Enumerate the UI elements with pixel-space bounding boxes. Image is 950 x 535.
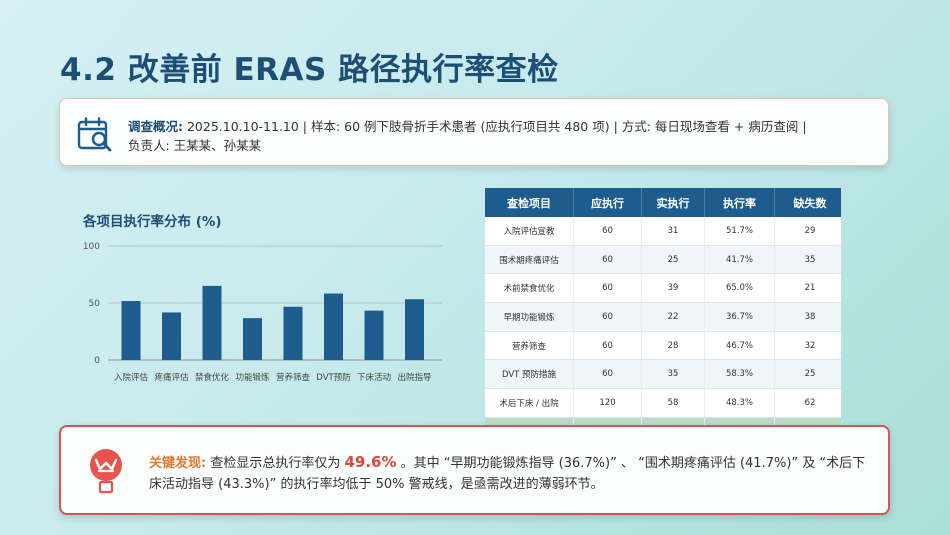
survey-label: 调查概况: bbox=[128, 119, 183, 134]
table-cell: 51.7% bbox=[704, 217, 775, 246]
chart-x-tick-label: 功能锻炼 bbox=[235, 372, 270, 383]
chart-y-tick-label: 0 bbox=[94, 356, 100, 366]
chart-bar bbox=[202, 285, 222, 360]
table-cell: 60 bbox=[573, 302, 642, 332]
table-row: 术后下床 / 出院 120 58 48.3% 62 bbox=[485, 388, 841, 418]
table-cell: 28 bbox=[641, 331, 705, 361]
table-cell: 围术期疼痛评估 bbox=[485, 245, 574, 275]
alert-lantern-icon bbox=[90, 449, 122, 494]
table-cell: 术后下床 / 出院 bbox=[485, 388, 574, 418]
table-header-cell: 应执行 bbox=[573, 188, 642, 217]
page-title: 4.2 改善前 ERAS 路径执行率查检 bbox=[60, 52, 559, 88]
table-cell: 21 bbox=[774, 273, 841, 304]
survey-summary-text: 调查概况: 2025.10.10-11.10 | 样本: 60 例下肢骨折手术患… bbox=[128, 117, 878, 155]
chart-x-tick-label: 下床活动 bbox=[357, 372, 392, 383]
table-cell: 营养筛查 bbox=[485, 331, 574, 361]
table-cell: 62 bbox=[774, 388, 841, 418]
table-cell: 60 bbox=[573, 273, 642, 304]
table-header-cell: 执行率 bbox=[704, 188, 775, 217]
table-cell: 32 bbox=[774, 331, 841, 361]
key-finding-text: 关键发现: 查检显示总执行率仅为 49.6% 。其中 “早期功能锻炼指导 (36… bbox=[149, 452, 869, 495]
table-cell: 25 bbox=[774, 359, 841, 390]
chart-x-tick-label: 入院评估 bbox=[114, 372, 149, 383]
checklist-table-container: 查检项目 应执行 实执行 执行率 缺失数 入院评估宣教 60 31 51.7% … bbox=[485, 188, 841, 428]
key-finding-card: 关键发现: 查检显示总执行率仅为 49.6% 。其中 “早期功能锻炼指导 (36… bbox=[59, 425, 890, 515]
table-row: 入院评估宣教 60 31 51.7% 29 bbox=[485, 217, 841, 246]
table-cell: 120 bbox=[573, 388, 642, 418]
table-cell: 60 bbox=[573, 359, 642, 390]
table-cell: 入院评估宣教 bbox=[485, 217, 574, 246]
table-total-row: 合计 480 238 49.6% 242 bbox=[485, 417, 841, 428]
chart-x-tick-label: 出院指导 bbox=[397, 372, 432, 383]
table-row: 营养筛查 60 28 46.7% 32 bbox=[485, 331, 841, 361]
finding-text-before: 查检显示总执行率仅为 bbox=[206, 456, 345, 471]
table-cell: 35 bbox=[641, 359, 705, 390]
execution-rate-chart: 各项目执行率分布 (%) 0 50 100 入院评估 疼痛评估 禁食优化 功能锻炼 营养筛查 D… bbox=[80, 205, 450, 395]
table-cell: 合计 bbox=[485, 417, 574, 428]
table-cell: 48.3% bbox=[704, 388, 775, 418]
table-row: DVT 预防措施 60 35 58.3% 25 bbox=[485, 359, 841, 390]
chart-x-tick-label: 禁食优化 bbox=[195, 372, 230, 383]
table-row: 术前禁食优化 60 39 65.0% 21 bbox=[485, 273, 841, 304]
table-cell: DVT 预防措施 bbox=[485, 359, 574, 390]
table-row: 围术期疼痛评估 60 25 41.7% 35 bbox=[485, 245, 841, 275]
table-header-cell: 缺失数 bbox=[774, 188, 841, 217]
table-cell: 58.3% bbox=[704, 359, 775, 390]
chart-canvas: 0 50 100 入院评估 疼痛评估 禁食优化 功能锻炼 营养筛查 DVT预防 下床活动 出院指导 bbox=[83, 242, 442, 383]
table-header-row: 查检项目 应执行 实执行 执行率 缺失数 bbox=[485, 188, 841, 217]
table-cell: 46.7% bbox=[704, 331, 775, 361]
calendar-search-icon bbox=[77, 117, 112, 152]
survey-summary-card: 调查概况: 2025.10.10-11.10 | 样本: 60 例下肢骨折手术患… bbox=[59, 98, 889, 166]
table-cell: 早期功能锻炼 bbox=[485, 302, 574, 332]
table-cell: 38 bbox=[774, 302, 841, 332]
table-cell: 39 bbox=[641, 273, 705, 304]
chart-x-tick-label: 营养筛查 bbox=[276, 372, 311, 383]
table-cell: 术前禁食优化 bbox=[485, 273, 574, 304]
table-cell: 58 bbox=[641, 388, 705, 418]
chart-y-tick-label: 100 bbox=[83, 242, 100, 252]
chart-bar bbox=[162, 312, 181, 360]
checklist-table: 查检项目 应执行 实执行 执行率 缺失数 入院评估宣教 60 31 51.7% … bbox=[485, 188, 841, 428]
table-cell: 25 bbox=[641, 245, 705, 275]
table-cell: 60 bbox=[573, 217, 642, 246]
chart-bar bbox=[405, 299, 424, 360]
table-cell: 65.0% bbox=[704, 273, 775, 304]
chart-y-tick-label: 50 bbox=[89, 299, 101, 309]
chart-bar bbox=[243, 318, 262, 360]
chart-title: 各项目执行率分布 (%) bbox=[83, 214, 222, 230]
chart-bar bbox=[121, 301, 141, 360]
chart-x-tick-label: DVT预防 bbox=[316, 372, 351, 383]
table-cell: 22 bbox=[641, 302, 705, 332]
finding-highlight-value: 49.6% bbox=[344, 453, 397, 471]
chart-x-tick-label: 疼痛评估 bbox=[154, 372, 189, 383]
chart-bar bbox=[283, 306, 303, 360]
survey-detail-line2: 负责人: 王某某、孙某某 bbox=[128, 138, 262, 153]
table-cell: 36.7% bbox=[704, 302, 775, 332]
table-header-cell: 实执行 bbox=[641, 188, 705, 217]
table-header-cell: 查检项目 bbox=[485, 188, 574, 217]
chart-bar bbox=[324, 293, 343, 360]
table-cell: 35 bbox=[774, 245, 841, 275]
finding-label: 关键发现: bbox=[149, 456, 207, 471]
table-cell: 60 bbox=[573, 245, 642, 275]
table-cell: 29 bbox=[774, 217, 841, 246]
chart-bar bbox=[364, 310, 384, 360]
table-cell: 41.7% bbox=[704, 245, 775, 275]
table-cell: 60 bbox=[573, 331, 642, 361]
table-row: 早期功能锻炼 60 22 36.7% 38 bbox=[485, 302, 841, 332]
table-cell: 31 bbox=[641, 217, 705, 246]
finding-text-after: 。其中 “早期功能锻炼指导 (36.7%)” 、 “围术期疼痛评估 (41.7%… bbox=[149, 456, 866, 492]
survey-detail-line1: 2025.10.10-11.10 | 样本: 60 例下肢骨折手术患者 (应执行… bbox=[183, 119, 807, 134]
